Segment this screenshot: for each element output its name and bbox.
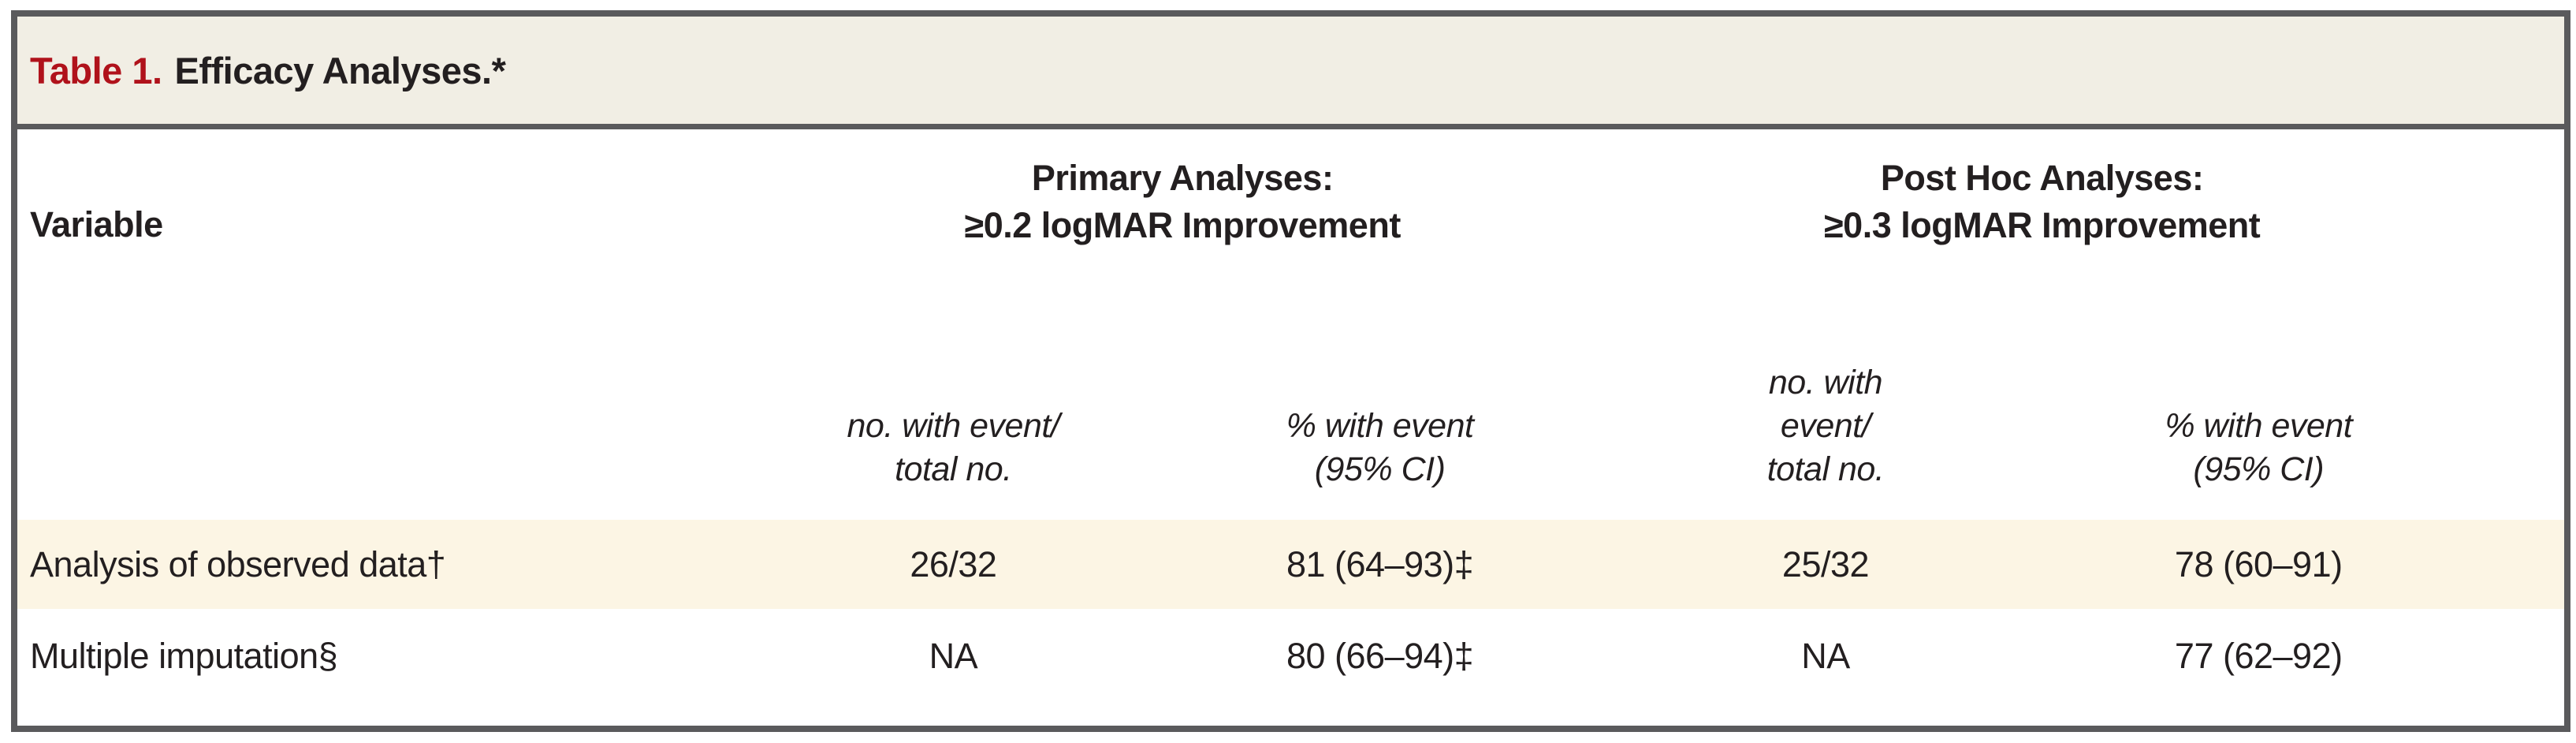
subheader-row: no. with event/ total no. % with event (… xyxy=(17,291,2564,520)
row-label: Analysis of observed data† xyxy=(30,543,446,584)
cell-primary-n: NA xyxy=(929,636,978,676)
subheader-primary-pct-line1: % with event xyxy=(1286,407,1474,445)
spacer-cell xyxy=(2475,129,2564,291)
group-header-primary-line2: ≥0.2 logMAR Improvement xyxy=(964,205,1402,245)
subheader-posthoc-n-line3: total no. xyxy=(1766,450,1885,488)
column-header-variable: Variable xyxy=(30,204,163,245)
spacer-cell xyxy=(2475,291,2564,520)
table-row-multiple-imputation: Multiple imputation§ NA 80 (66–94)‡ NA 7… xyxy=(17,609,2564,704)
table-title-text: Efficacy Analyses.* xyxy=(174,49,506,91)
table-frame: Table 1. Efficacy Analyses.* Variable Pr… xyxy=(11,10,2570,732)
table-number-label: Table 1. xyxy=(30,49,162,91)
spacer-cell xyxy=(2475,609,2564,704)
spacer-cell xyxy=(2475,520,2564,609)
subheader-empty xyxy=(17,291,756,520)
cell-posthoc-pct: 77 (62–92) xyxy=(2174,636,2343,676)
row-label: Multiple imputation§ xyxy=(30,636,338,676)
group-header-posthoc: Post Hoc Analyses: ≥0.3 logMAR Improveme… xyxy=(1609,129,2475,291)
cell-primary-pct: 81 (64–93)‡ xyxy=(1286,543,1474,584)
group-header-posthoc-line1: Post Hoc Analyses: xyxy=(1880,158,2204,198)
subheader-posthoc-pct-line1: % with event xyxy=(2165,407,2353,445)
table-title-bar: Table 1. Efficacy Analyses.* xyxy=(17,17,2564,129)
cell-posthoc-pct: 78 (60–91) xyxy=(2174,543,2343,584)
subheader-primary-n-line2: total no. xyxy=(895,450,1012,488)
cell-posthoc-n: NA xyxy=(1801,636,1850,676)
subheader-posthoc-n-line1: no. with xyxy=(1768,364,1883,401)
subheader-primary-pct-line2: (95% CI) xyxy=(1314,450,1446,488)
subheader-posthoc-n-line2: event/ xyxy=(1780,407,1871,445)
subheader-primary-n: no. with event/ total no. xyxy=(756,291,1151,520)
subheader-posthoc-pct-line2: (95% CI) xyxy=(2193,450,2325,488)
cell-posthoc-n: 25/32 xyxy=(1781,543,1870,584)
subheader-posthoc-pct: % with event (95% CI) xyxy=(2042,291,2475,520)
group-header-row: Variable Primary Analyses: ≥0.2 logMAR I… xyxy=(17,129,2564,291)
efficacy-table: Variable Primary Analyses: ≥0.2 logMAR I… xyxy=(17,129,2564,704)
group-header-primary: Primary Analyses: ≥0.2 logMAR Improvemen… xyxy=(756,129,1609,291)
group-header-primary-line1: Primary Analyses: xyxy=(1031,158,1334,198)
subheader-primary-n-line1: no. with event/ xyxy=(847,407,1060,445)
subheader-primary-pct: % with event (95% CI) xyxy=(1151,291,1610,520)
subheader-posthoc-n: no. with event/ total no. xyxy=(1609,291,2042,520)
cell-primary-pct: 80 (66–94)‡ xyxy=(1286,636,1474,676)
group-header-posthoc-line2: ≥0.3 logMAR Improvement xyxy=(1823,205,2261,245)
cell-primary-n: 26/32 xyxy=(910,543,997,584)
table-row-observed-data: Analysis of observed data† 26/32 81 (64–… xyxy=(17,520,2564,609)
